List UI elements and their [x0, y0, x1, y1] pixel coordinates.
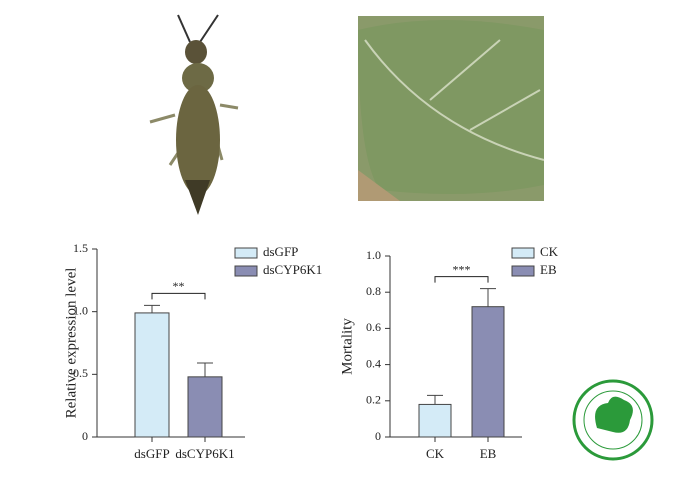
- y-tick-label: 1.5: [73, 241, 88, 255]
- error-bar: [197, 362, 213, 377]
- error-bar: [427, 394, 443, 405]
- significance-bracket: [151, 292, 206, 300]
- y-axis-label: Relative expression level: [63, 268, 79, 419]
- y-tick-label: 0.8: [366, 284, 381, 298]
- legend-swatch: [234, 265, 258, 277]
- y-tick-label: 0.4: [366, 356, 381, 370]
- y-tick-label: 0.5: [73, 366, 88, 380]
- bar: [134, 312, 170, 438]
- x-tick-label: EB: [480, 446, 497, 461]
- y-tick-label: 0.6: [366, 320, 381, 334]
- x-tick-label: dsGFP: [134, 446, 169, 461]
- bar: [187, 376, 223, 438]
- error-bar: [144, 304, 160, 313]
- bar: [418, 403, 452, 438]
- x-tick-label: CK: [426, 446, 445, 461]
- y-tick-label: 1.0: [73, 303, 88, 317]
- bar: [471, 306, 505, 438]
- significance-label: **: [173, 279, 185, 293]
- y-tick-label: 0: [82, 429, 88, 443]
- y-axis-label: Mortality: [339, 318, 355, 375]
- error-bar: [480, 288, 496, 307]
- legend-swatch: [234, 247, 258, 259]
- y-tick-label: 0: [375, 429, 381, 443]
- significance-bracket: [434, 276, 489, 283]
- legend-label: CK: [540, 244, 559, 259]
- legend-label: dsGFP: [263, 244, 298, 259]
- x-tick-label: dsCYP6K1: [175, 446, 234, 461]
- institute-logo: [572, 379, 654, 461]
- insect-photo: [149, 14, 239, 215]
- legend-label: EB: [540, 262, 557, 277]
- y-tick-label: 1.0: [366, 248, 381, 262]
- y-tick-label: 0.2: [366, 393, 381, 407]
- legend-swatch: [511, 265, 535, 277]
- legend-swatch: [511, 247, 535, 259]
- significance-label: ***: [453, 262, 471, 276]
- legend-label: dsCYP6K1: [263, 262, 322, 277]
- leaf-photo: [358, 16, 545, 201]
